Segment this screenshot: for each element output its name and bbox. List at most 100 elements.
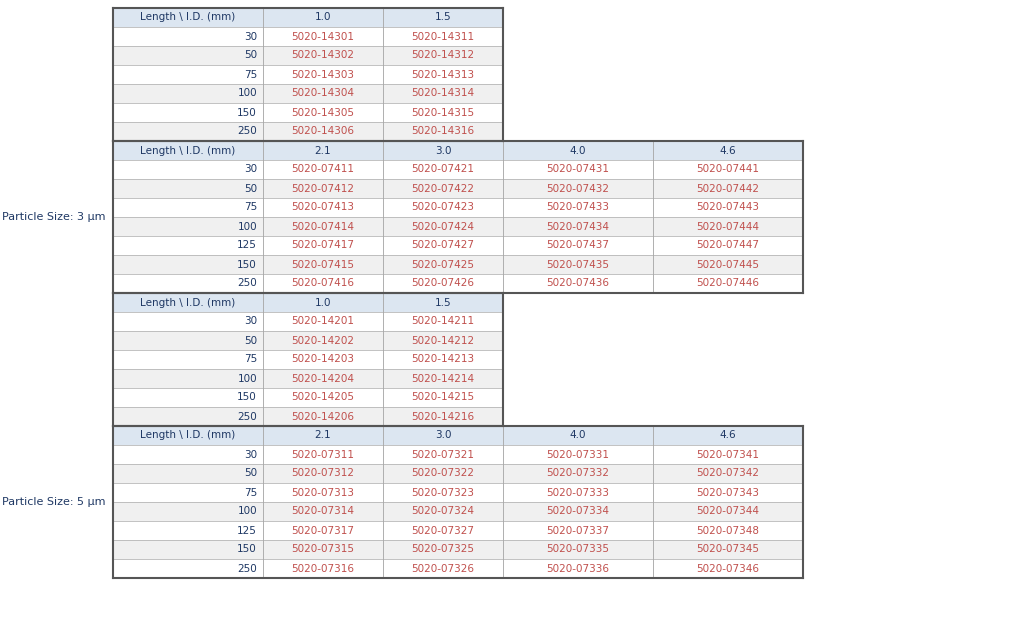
- Text: 5020-07315: 5020-07315: [292, 544, 355, 554]
- Bar: [653, 179, 803, 198]
- Bar: [383, 559, 503, 578]
- Text: 5020-14214: 5020-14214: [411, 374, 474, 384]
- Bar: [263, 46, 383, 65]
- Bar: [113, 502, 263, 521]
- Bar: [263, 274, 383, 293]
- Text: 5020-14205: 5020-14205: [292, 392, 355, 402]
- Bar: [503, 502, 653, 521]
- Text: 5020-14201: 5020-14201: [292, 316, 355, 326]
- Bar: [503, 464, 653, 483]
- Text: 5020-14211: 5020-14211: [411, 316, 474, 326]
- Text: 5020-14213: 5020-14213: [411, 354, 474, 364]
- Bar: [263, 483, 383, 502]
- Bar: [383, 426, 503, 445]
- Text: 5020-07441: 5020-07441: [697, 164, 760, 174]
- Bar: [653, 217, 803, 236]
- Text: Length \ I.D. (mm): Length \ I.D. (mm): [140, 146, 236, 156]
- Bar: [653, 369, 803, 388]
- Text: 4.6: 4.6: [720, 146, 736, 156]
- Bar: [113, 483, 263, 502]
- Text: 5020-14314: 5020-14314: [411, 89, 474, 99]
- Text: 4.0: 4.0: [570, 431, 587, 441]
- Bar: [263, 559, 383, 578]
- Text: 5020-07412: 5020-07412: [292, 184, 355, 194]
- Bar: [113, 122, 263, 141]
- Text: 125: 125: [237, 526, 257, 536]
- Text: 5020-14313: 5020-14313: [411, 69, 474, 79]
- Bar: [653, 8, 803, 27]
- Text: 5020-14306: 5020-14306: [292, 126, 355, 136]
- Text: 5020-14206: 5020-14206: [292, 411, 355, 421]
- Text: Length \ I.D. (mm): Length \ I.D. (mm): [140, 298, 236, 308]
- Text: 5020-07326: 5020-07326: [411, 564, 474, 574]
- Text: 5020-07336: 5020-07336: [546, 564, 609, 574]
- Text: 5020-07341: 5020-07341: [697, 449, 760, 459]
- Text: 5020-14301: 5020-14301: [292, 31, 355, 41]
- Text: 100: 100: [237, 221, 257, 231]
- Text: 3.0: 3.0: [435, 431, 452, 441]
- Text: 150: 150: [237, 544, 257, 554]
- Bar: [383, 84, 503, 103]
- Bar: [653, 198, 803, 217]
- Text: 5020-07332: 5020-07332: [546, 469, 609, 479]
- Text: 5020-14202: 5020-14202: [292, 336, 355, 346]
- Bar: [653, 293, 803, 312]
- Bar: [113, 559, 263, 578]
- Bar: [653, 388, 803, 407]
- Text: 5020-14315: 5020-14315: [411, 107, 474, 118]
- Bar: [383, 331, 503, 350]
- Text: 5020-07321: 5020-07321: [411, 449, 474, 459]
- Bar: [383, 103, 503, 122]
- Bar: [653, 103, 803, 122]
- Text: 5020-07344: 5020-07344: [697, 506, 760, 516]
- Text: 5020-07416: 5020-07416: [292, 279, 355, 289]
- Text: 50: 50: [244, 51, 257, 61]
- Bar: [383, 350, 503, 369]
- Bar: [653, 350, 803, 369]
- Bar: [653, 46, 803, 65]
- Text: Length \ I.D. (mm): Length \ I.D. (mm): [140, 431, 236, 441]
- Bar: [503, 312, 653, 331]
- Bar: [113, 388, 263, 407]
- Bar: [503, 103, 653, 122]
- Text: 5020-07325: 5020-07325: [411, 544, 474, 554]
- Text: 100: 100: [237, 89, 257, 99]
- Bar: [263, 521, 383, 540]
- Bar: [503, 426, 653, 445]
- Text: 5020-14216: 5020-14216: [411, 411, 474, 421]
- Bar: [503, 331, 653, 350]
- Bar: [113, 8, 263, 27]
- Bar: [503, 255, 653, 274]
- Bar: [263, 179, 383, 198]
- Text: 5020-07442: 5020-07442: [697, 184, 760, 194]
- Bar: [113, 217, 263, 236]
- Bar: [503, 8, 653, 27]
- Text: 5020-07431: 5020-07431: [546, 164, 609, 174]
- Text: 4.6: 4.6: [720, 431, 736, 441]
- Text: 5020-07316: 5020-07316: [292, 564, 355, 574]
- Text: 2.1: 2.1: [314, 431, 331, 441]
- Text: 5020-14215: 5020-14215: [411, 392, 474, 402]
- Text: 100: 100: [237, 506, 257, 516]
- Text: 75: 75: [243, 488, 257, 498]
- Bar: [263, 65, 383, 84]
- Bar: [383, 502, 503, 521]
- Bar: [383, 540, 503, 559]
- Bar: [383, 122, 503, 141]
- Text: 5020-07415: 5020-07415: [292, 259, 355, 269]
- Text: 5020-07411: 5020-07411: [292, 164, 355, 174]
- Bar: [653, 312, 803, 331]
- Bar: [503, 521, 653, 540]
- Bar: [263, 160, 383, 179]
- Bar: [503, 84, 653, 103]
- Text: 5020-14302: 5020-14302: [292, 51, 355, 61]
- Bar: [113, 84, 263, 103]
- Text: 50: 50: [244, 184, 257, 194]
- Text: 5020-07423: 5020-07423: [411, 202, 474, 212]
- Text: 75: 75: [243, 354, 257, 364]
- Bar: [383, 369, 503, 388]
- Bar: [263, 426, 383, 445]
- Text: 5020-14203: 5020-14203: [292, 354, 355, 364]
- Text: 5020-07446: 5020-07446: [697, 279, 760, 289]
- Bar: [263, 331, 383, 350]
